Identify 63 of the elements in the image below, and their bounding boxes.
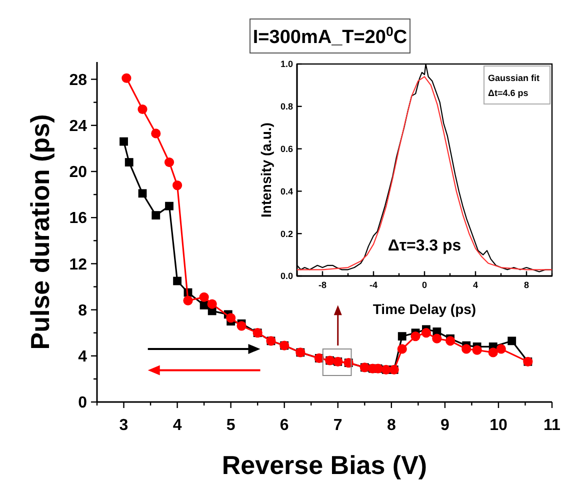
point bbox=[120, 137, 128, 146]
point bbox=[172, 180, 182, 190]
point bbox=[472, 345, 482, 355]
x-tick-label: 4 bbox=[472, 280, 478, 290]
point bbox=[496, 344, 506, 354]
point bbox=[138, 189, 147, 198]
point bbox=[445, 336, 456, 346]
x-tick-label: 6 bbox=[280, 417, 289, 434]
x-tick-label: 7 bbox=[333, 417, 342, 434]
point bbox=[236, 321, 246, 331]
x-tick-label: -4 bbox=[369, 280, 378, 290]
point bbox=[398, 332, 406, 341]
point bbox=[421, 328, 432, 338]
point bbox=[199, 292, 209, 302]
x-tick-label: 8 bbox=[524, 280, 530, 290]
chart-title: I=300mA_T=20$^{0}$C bbox=[252, 24, 408, 48]
x-tick-label: 0 bbox=[422, 280, 428, 290]
x-tick-label: 9 bbox=[440, 417, 450, 434]
x-axis-title: Reverse Bias (V) bbox=[222, 450, 428, 480]
y-tick-label: 1.0 bbox=[280, 59, 293, 70]
x-tick-label: 3 bbox=[119, 417, 128, 434]
point bbox=[183, 296, 193, 306]
point bbox=[207, 299, 217, 309]
y-tick-label: 24 bbox=[69, 118, 88, 135]
y-tick-label: 0.0 bbox=[280, 271, 293, 282]
x-axis-title: Time Delay (ps) bbox=[372, 301, 476, 317]
y-tick-label: 0 bbox=[78, 394, 88, 412]
y-axis-title: Pulse duration (ps) bbox=[25, 114, 55, 350]
y-tick-label: 0.6 bbox=[280, 144, 293, 154]
y-tick-label: 0.8 bbox=[280, 102, 293, 112]
point bbox=[508, 336, 516, 346]
point bbox=[432, 334, 442, 344]
x-tick-label: 11 bbox=[544, 417, 561, 434]
y-tick-label: 12 bbox=[69, 256, 88, 274]
x-tick-label: -8 bbox=[318, 280, 327, 290]
point bbox=[226, 313, 236, 323]
point bbox=[164, 157, 174, 168]
point bbox=[488, 348, 498, 358]
annotation: Δτ=3.3 ps bbox=[388, 238, 462, 255]
point bbox=[138, 104, 148, 114]
y-tick-label: 8 bbox=[78, 302, 88, 320]
x-tick-label: 4 bbox=[172, 417, 182, 434]
y-tick-label: 20 bbox=[69, 164, 88, 182]
point bbox=[151, 128, 161, 138]
point bbox=[122, 73, 132, 83]
point bbox=[173, 276, 182, 286]
y-tick-label: 0.2 bbox=[280, 228, 293, 239]
annotation: Gaussian fit bbox=[488, 73, 540, 83]
point bbox=[410, 332, 420, 342]
point bbox=[124, 158, 134, 166]
y-tick-label: 0.4 bbox=[280, 186, 293, 196]
y-tick-label: 28 bbox=[69, 72, 88, 89]
annotation: Δt=4.6 ps bbox=[488, 88, 528, 98]
point bbox=[152, 211, 160, 220]
y-tick-label: 4 bbox=[78, 348, 88, 366]
x-tick-label: 10 bbox=[490, 417, 508, 434]
y-axis-title: Intensity (a.u.) bbox=[258, 122, 274, 218]
point bbox=[165, 202, 174, 210]
x-tick-label: 8 bbox=[386, 417, 396, 434]
x-tick-label: 5 bbox=[226, 417, 236, 434]
point bbox=[462, 344, 472, 354]
y-tick-label: 16 bbox=[69, 210, 88, 228]
point bbox=[397, 344, 407, 354]
